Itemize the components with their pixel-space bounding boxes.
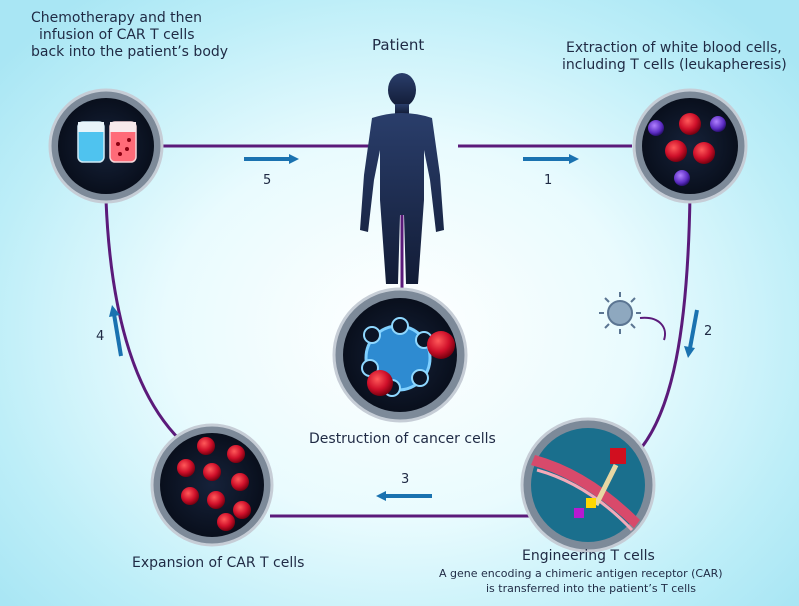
patient-label: Patient bbox=[372, 36, 425, 54]
step-number-1: 1 bbox=[544, 173, 553, 188]
extracted-cells-circle bbox=[632, 88, 748, 204]
step-number-3: 3 bbox=[401, 472, 410, 487]
infusion-bags-circle bbox=[48, 88, 164, 204]
arrow-step-4-icon bbox=[109, 305, 123, 357]
cancer-destruction-circle bbox=[332, 287, 468, 423]
arrow-step-3-icon bbox=[376, 491, 432, 501]
arrow-step-5-icon bbox=[244, 154, 299, 164]
loop-line-right bbox=[629, 194, 692, 462]
car-t-expansion-circle bbox=[150, 423, 274, 547]
arrow-step-1-icon bbox=[523, 154, 579, 164]
arrow-step-2-icon bbox=[684, 309, 699, 358]
step-arrows bbox=[109, 154, 699, 501]
step-number-2: 2 bbox=[704, 324, 713, 339]
engineering-note-line-1: A gene encoding a chimeric antigen recep… bbox=[439, 567, 723, 580]
engineering-label: Engineering T cells bbox=[522, 548, 655, 564]
infusion-label-line-3: back into the patient’s body bbox=[31, 44, 229, 60]
loop-line-left bbox=[104, 199, 182, 442]
extraction-label-line-2: including T cells (leukapheresis) bbox=[562, 57, 787, 73]
engineering-note-line-2: is transferred into the patient’s T cell… bbox=[486, 582, 696, 595]
destruction-label: Destruction of cancer cells bbox=[309, 431, 496, 447]
step-number-5: 5 bbox=[263, 173, 272, 188]
patient-silhouette-icon bbox=[360, 73, 444, 284]
infusion-label-line-1: Chemotherapy and then bbox=[31, 10, 203, 26]
virus-vector-icon bbox=[599, 292, 666, 341]
engineering-circle bbox=[520, 417, 656, 553]
expansion-label: Expansion of CAR T cells bbox=[132, 555, 305, 571]
infusion-label-line-2: infusion of CAR T cells bbox=[39, 27, 195, 43]
step-number-4: 4 bbox=[96, 329, 105, 344]
extraction-label-line-1: Extraction of white blood cells, bbox=[566, 40, 782, 56]
